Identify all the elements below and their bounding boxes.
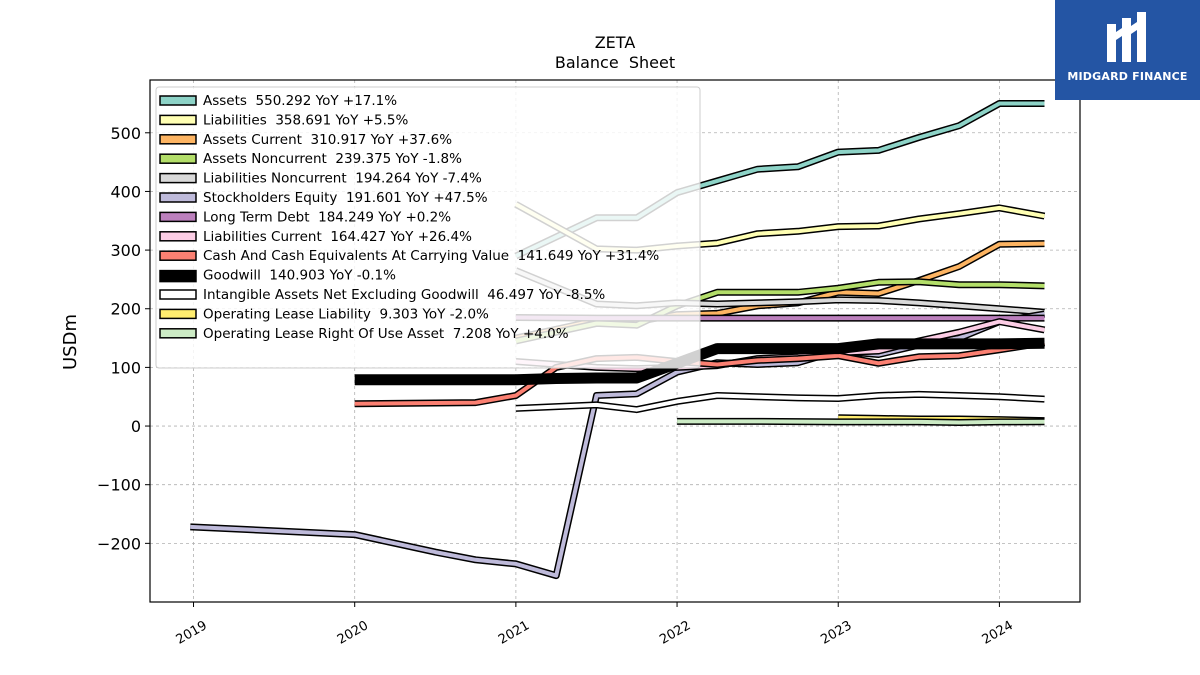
brand-name: MIDGARD FINANCE	[1067, 70, 1188, 83]
series-9	[354, 337, 1045, 386]
legend-label: Assets Noncurrent 239.375 YoY -1.8%	[203, 151, 462, 167]
legend-swatch	[159, 289, 197, 300]
legend-label: Operating Lease Right Of Use Asset 7.208…	[203, 326, 569, 342]
midgard-logo-icon	[1107, 12, 1146, 62]
y-tick-label: 200	[110, 300, 141, 319]
plot-frame	[149, 79, 1081, 603]
y-tick-label: 500	[110, 124, 141, 143]
legend-swatch	[159, 192, 197, 203]
y-tick-label: −200	[97, 534, 141, 553]
legend-swatch	[159, 211, 197, 223]
legend: Assets 550.292 YoY +17.1% Liabilities 358…	[155, 86, 701, 369]
legend-label: Operating Lease Liability 9.303 YoY -2.0…	[203, 306, 489, 322]
legend-label: Liabilities Current 164.427 YoY +26.4%	[203, 229, 472, 245]
legend-label: Cash And Cash Equivalents At Carrying Va…	[203, 248, 659, 264]
x-tick-label: 2019	[174, 618, 210, 648]
legend-swatch	[159, 172, 197, 184]
brand-logo: MIDGARD FINANCE	[1055, 0, 1200, 100]
y-tick-label: 100	[110, 358, 141, 377]
series-10	[515, 390, 1045, 414]
legend-box	[155, 86, 701, 369]
series-outline	[354, 337, 1045, 386]
x-tick-label: 2022	[657, 618, 693, 648]
legend-swatch	[159, 231, 197, 242]
legend-label: Liabilities 358.691 YoY +5.5%	[203, 112, 408, 128]
legend-swatch	[159, 134, 197, 145]
x-tick-label: 2021	[496, 618, 532, 648]
legend-label: Long Term Debt 184.249 YoY +0.2%	[203, 209, 451, 225]
y-tick-label: −100	[97, 476, 141, 495]
y-tick-label: 400	[110, 182, 141, 201]
legend-label: Assets 550.292 YoY +17.1%	[203, 93, 397, 109]
y-axis-label: USDm	[60, 314, 81, 370]
x-tick-label: 2023	[818, 618, 854, 648]
legend-swatch	[159, 153, 197, 164]
legend-label: Intangible Assets Net Excluding Goodwill…	[203, 287, 605, 303]
legend-swatch	[159, 250, 197, 261]
x-tick-label: 2020	[335, 618, 371, 648]
series-line	[677, 419, 1045, 425]
legend-swatch	[159, 328, 197, 339]
legend-label: Liabilities Noncurrent 194.264 YoY -7.4%	[203, 171, 482, 187]
legend-swatch	[159, 114, 197, 126]
legend-label: Stockholders Equity 191.601 YoY +47.5%	[203, 190, 488, 206]
series-line	[515, 392, 1045, 412]
legend-swatch	[159, 95, 197, 106]
legend-swatch	[159, 269, 197, 283]
y-tick-label: 0	[131, 417, 141, 436]
series-12	[677, 417, 1045, 426]
legend-swatch	[159, 308, 197, 320]
y-tick-label: 300	[110, 241, 141, 260]
chart-subtitle: Balance Sheet	[555, 53, 675, 72]
legend-label: Assets Current 310.917 YoY +37.6%	[203, 132, 452, 148]
x-tick-label: 2024	[980, 618, 1016, 648]
chart-title: ZETA	[595, 33, 636, 52]
legend-label: Goodwill 140.903 YoY -0.1%	[203, 268, 396, 284]
